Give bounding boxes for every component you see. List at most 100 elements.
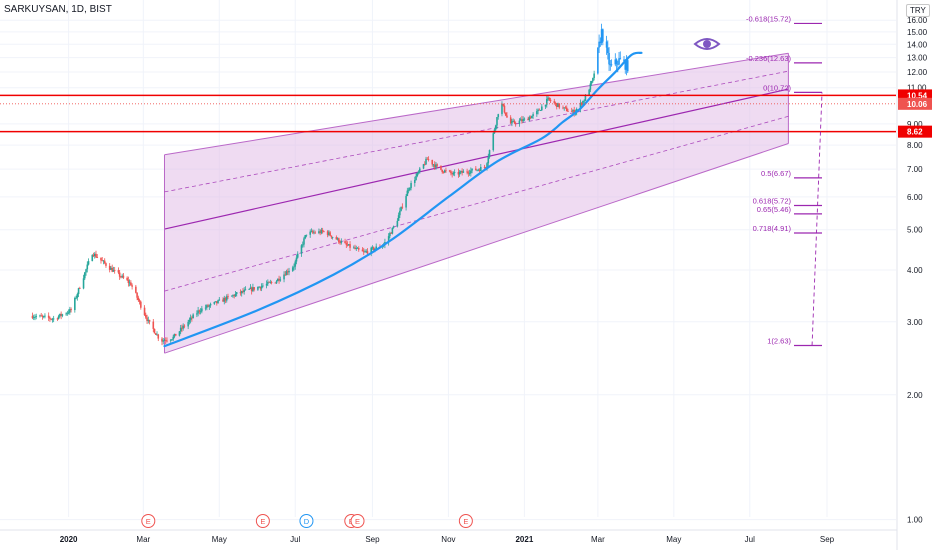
candle-body bbox=[532, 114, 534, 116]
candle-body bbox=[270, 282, 273, 283]
candle-body bbox=[192, 314, 194, 319]
candle-body bbox=[277, 278, 279, 282]
price-tick-label: 15.00 bbox=[907, 28, 928, 37]
candle-body bbox=[589, 83, 592, 90]
candle-body bbox=[374, 248, 376, 251]
candle-body bbox=[157, 334, 160, 339]
candle-body bbox=[519, 119, 522, 121]
time-tick-label: 2021 bbox=[515, 535, 533, 544]
candle-body bbox=[518, 120, 521, 124]
candle-body bbox=[52, 318, 55, 320]
candle-body bbox=[35, 316, 38, 317]
candle-body bbox=[120, 276, 122, 278]
candle-body bbox=[269, 282, 272, 283]
candle-body bbox=[514, 123, 517, 124]
candle-body bbox=[286, 271, 289, 273]
level-price-badge: 8.62 bbox=[907, 128, 923, 137]
candle-body bbox=[435, 164, 437, 168]
candle-body bbox=[244, 289, 247, 291]
candle-body bbox=[416, 172, 419, 176]
candle-body bbox=[138, 300, 141, 302]
candle-body bbox=[313, 232, 315, 234]
candle-body bbox=[361, 249, 364, 252]
candle-body bbox=[234, 293, 237, 297]
candle-body bbox=[240, 291, 243, 294]
candle-body bbox=[471, 168, 473, 171]
candle-body bbox=[44, 315, 46, 317]
candle-body bbox=[462, 171, 465, 173]
candle-body bbox=[161, 338, 163, 342]
candle-body bbox=[602, 29, 604, 42]
candle-body bbox=[253, 287, 255, 290]
candle-body bbox=[204, 307, 207, 309]
candle-body bbox=[260, 286, 263, 289]
candle-body bbox=[541, 106, 543, 111]
fibonacci-levels: -0.618(15.72) -0.236(12.63) 0(10.72) 0.5(6.… bbox=[746, 14, 822, 347]
candle-body bbox=[154, 333, 157, 335]
candle-body bbox=[563, 107, 566, 109]
candle-body bbox=[609, 64, 612, 66]
candle-body bbox=[355, 248, 358, 249]
event-marker bbox=[350, 514, 365, 528]
candle-body bbox=[51, 318, 54, 320]
candle-body bbox=[196, 313, 198, 315]
channel-upper-line bbox=[164, 52, 789, 156]
candle-body bbox=[390, 233, 392, 234]
candle-body bbox=[623, 59, 625, 62]
candle-body bbox=[309, 231, 311, 235]
candle-body bbox=[295, 257, 298, 262]
candle-body bbox=[406, 190, 409, 197]
eye-icon-outline bbox=[693, 38, 721, 50]
candle-body bbox=[147, 319, 150, 321]
candle-body bbox=[67, 312, 70, 314]
candle-body bbox=[580, 102, 583, 105]
candle-body bbox=[250, 287, 253, 292]
candle-body bbox=[265, 283, 268, 286]
candle-body bbox=[39, 315, 41, 317]
last-price-badge: 10.06 bbox=[907, 100, 928, 109]
candle-body bbox=[460, 171, 462, 173]
candle-body bbox=[531, 115, 533, 119]
candle-body bbox=[557, 103, 559, 108]
candle-body bbox=[31, 315, 34, 319]
candle-body bbox=[213, 301, 216, 304]
candle-body bbox=[326, 231, 329, 235]
candle-body bbox=[400, 206, 402, 211]
event-marker bbox=[255, 514, 270, 528]
candle-body bbox=[218, 299, 221, 301]
candle-body bbox=[405, 196, 407, 208]
candle-body bbox=[69, 309, 71, 313]
candle-body bbox=[191, 317, 193, 319]
candle-body bbox=[121, 275, 123, 277]
time-tick-label: Nov bbox=[441, 535, 455, 544]
candle-body bbox=[486, 163, 488, 169]
candle-body bbox=[593, 73, 595, 79]
candle-body bbox=[562, 107, 564, 109]
candle-body bbox=[243, 289, 245, 292]
candle-body bbox=[536, 111, 538, 115]
candle-body bbox=[127, 280, 130, 283]
candle-body bbox=[145, 315, 147, 318]
candle-body bbox=[331, 237, 334, 238]
candle-body bbox=[288, 270, 290, 273]
candle-body bbox=[527, 118, 529, 121]
event-marker bbox=[299, 514, 314, 528]
candle-body bbox=[427, 159, 430, 161]
candle-body bbox=[389, 233, 391, 237]
candle-body bbox=[41, 316, 44, 317]
candle-body bbox=[346, 244, 349, 246]
currency-button[interactable]: TRY bbox=[906, 4, 930, 17]
candle-body bbox=[162, 340, 165, 342]
candle-body bbox=[417, 171, 420, 173]
candle-body bbox=[506, 115, 508, 118]
regression-channel bbox=[163, 52, 789, 354]
candle-body bbox=[511, 121, 513, 124]
fib-level-label: 1(2.63) bbox=[767, 336, 791, 345]
candle-body bbox=[113, 270, 116, 271]
candle-body bbox=[311, 231, 314, 233]
candle-body bbox=[130, 282, 132, 286]
candle-body bbox=[432, 164, 435, 166]
parabolic-curve bbox=[163, 51, 643, 348]
candle-body bbox=[579, 102, 582, 110]
